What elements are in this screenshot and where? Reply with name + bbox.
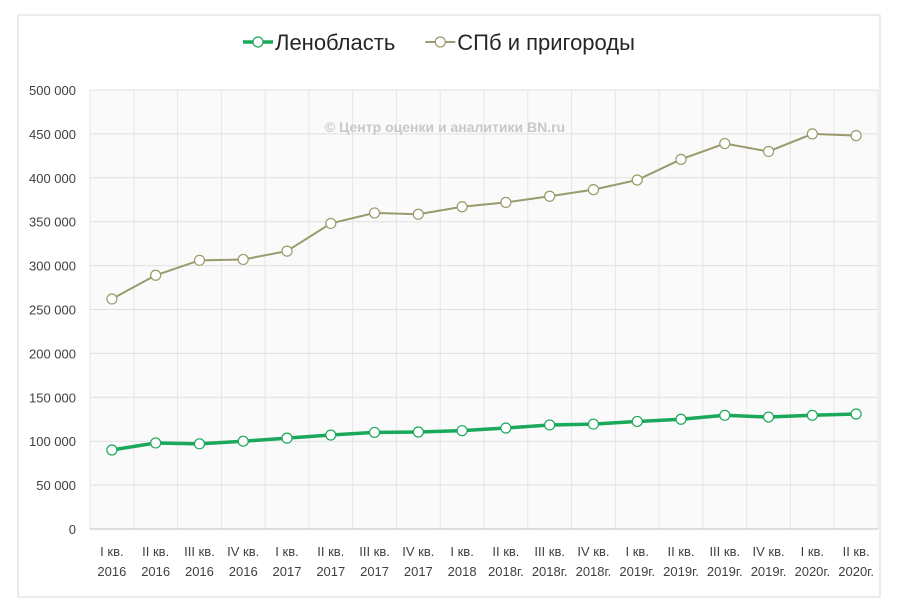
data-point xyxy=(325,429,337,441)
data-point xyxy=(850,130,862,142)
data-point xyxy=(150,269,162,281)
data-point xyxy=(719,409,731,421)
data-point xyxy=(806,409,818,421)
y-tick-label: 250 000 xyxy=(29,303,76,318)
data-point xyxy=(237,435,249,447)
legend-label: СПб и пригороды xyxy=(457,30,635,55)
data-point xyxy=(675,153,687,165)
data-point xyxy=(237,253,249,266)
data-point xyxy=(150,437,162,449)
series-line xyxy=(111,132,857,300)
x-tick-label: II кв. 2016 xyxy=(141,544,170,579)
y-tick-label: 350 000 xyxy=(29,215,76,230)
data-point xyxy=(719,137,731,150)
watermark: © Центр оценки и аналитики BN.ru xyxy=(325,119,565,135)
data-point xyxy=(368,207,381,219)
data-point xyxy=(675,413,687,425)
data-point xyxy=(412,208,424,220)
data-point xyxy=(106,293,118,305)
x-tick-label: II кв. 2020г. xyxy=(838,544,874,579)
x-tick-label: III кв. 2017 xyxy=(359,544,390,579)
legend-label: Ленобласть xyxy=(275,30,395,55)
data-point xyxy=(544,419,556,431)
x-tick-label: IV кв. 2019г. xyxy=(751,544,787,579)
x-tick-label: I кв. 2019г. xyxy=(619,544,655,579)
x-tick-label: I кв. 2017 xyxy=(273,544,302,579)
y-tick-label: 50 000 xyxy=(36,478,76,493)
legend-marker xyxy=(434,36,446,48)
y-tick-label: 100 000 xyxy=(29,434,76,449)
data-point xyxy=(281,245,293,257)
series-line xyxy=(111,412,857,452)
y-tick-label: 300 000 xyxy=(29,259,76,274)
legend-marker xyxy=(252,36,264,48)
y-tick-label: 500 000 xyxy=(29,83,76,98)
data-point xyxy=(850,408,862,420)
data-point xyxy=(500,422,512,434)
data-point xyxy=(544,190,556,202)
x-tick-label: II кв. 2018г. xyxy=(488,544,524,579)
x-tick-label: IV кв. 2018г. xyxy=(576,544,612,579)
data-point xyxy=(412,426,424,438)
data-point xyxy=(193,438,206,450)
data-point xyxy=(806,128,818,140)
data-point xyxy=(587,418,600,430)
x-tick-label: I кв. 2018 xyxy=(448,544,477,579)
data-point xyxy=(456,201,468,213)
x-tick-label: II кв. 2019г. xyxy=(663,544,699,579)
data-point xyxy=(325,217,337,230)
x-tick-label: I кв. 2020г. xyxy=(794,544,830,579)
data-point xyxy=(456,425,468,437)
x-tick-label: IV кв. 2017 xyxy=(402,544,434,579)
data-point xyxy=(106,444,118,456)
x-tick-label: IV кв. 2016 xyxy=(227,544,259,579)
y-tick-label: 450 000 xyxy=(29,127,76,142)
x-tick-label: III кв. 2016 xyxy=(184,544,215,579)
data-point xyxy=(281,432,293,444)
data-point xyxy=(762,411,775,423)
data-point xyxy=(193,254,206,266)
y-tick-label: 150 000 xyxy=(29,390,76,405)
x-tick-label: II кв. 2017 xyxy=(316,544,345,579)
y-tick-label: 200 000 xyxy=(29,346,76,361)
data-point xyxy=(631,174,643,186)
x-tick-label: III кв. 2018г. xyxy=(532,544,568,579)
data-point xyxy=(368,426,381,439)
y-tick-label: 0 xyxy=(69,522,76,537)
data-point xyxy=(762,145,775,158)
y-tick-label: 400 000 xyxy=(29,171,76,186)
data-point xyxy=(587,184,600,196)
data-point xyxy=(631,415,643,428)
x-tick-label: III кв. 2019г. xyxy=(707,544,743,579)
x-tick-label: I кв. 2016 xyxy=(97,544,126,579)
data-point xyxy=(500,196,512,208)
